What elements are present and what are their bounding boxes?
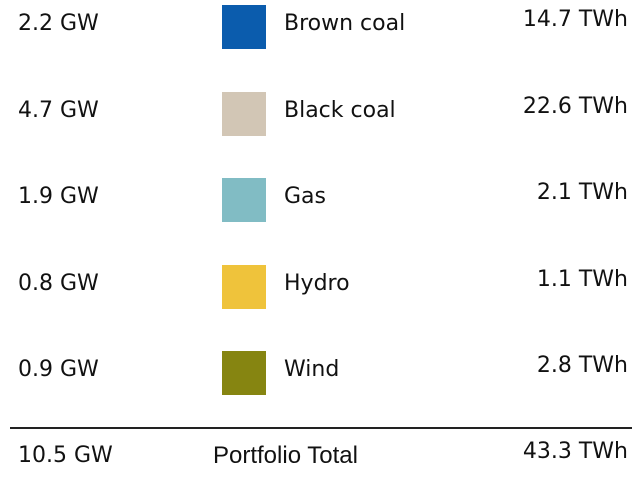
capacity: 0.9 GW	[18, 357, 99, 382]
total-energy: 43.3 TWh	[522, 439, 628, 464]
swatch	[222, 351, 266, 395]
source-name: Hydro	[284, 270, 350, 296]
source-name: Black coal	[284, 97, 396, 123]
capacity: 0.8 GW	[18, 270, 99, 296]
energy: 2.8 TWh	[536, 353, 628, 378]
energy: 1.1 TWh	[536, 266, 628, 292]
energy: 14.7 TWh	[522, 7, 628, 32]
capacity: 4.7 GW	[18, 97, 99, 123]
energy: 2.1 TWh	[536, 180, 628, 205]
total-name: Portfolio Total	[213, 442, 358, 469]
source-name: Gas	[284, 184, 326, 209]
capacity: 2.2 GW	[18, 11, 99, 36]
energy: 22.6 TWh	[522, 93, 628, 119]
swatch	[222, 178, 266, 222]
swatch	[222, 264, 266, 309]
total-capacity: 10.5 GW	[18, 443, 113, 468]
swatch	[222, 91, 266, 136]
source-name: Brown coal	[284, 11, 406, 36]
source-name: Wind	[284, 357, 340, 382]
capacity: 1.9 GW	[18, 184, 99, 209]
swatch	[222, 5, 266, 49]
divider	[10, 427, 632, 429]
